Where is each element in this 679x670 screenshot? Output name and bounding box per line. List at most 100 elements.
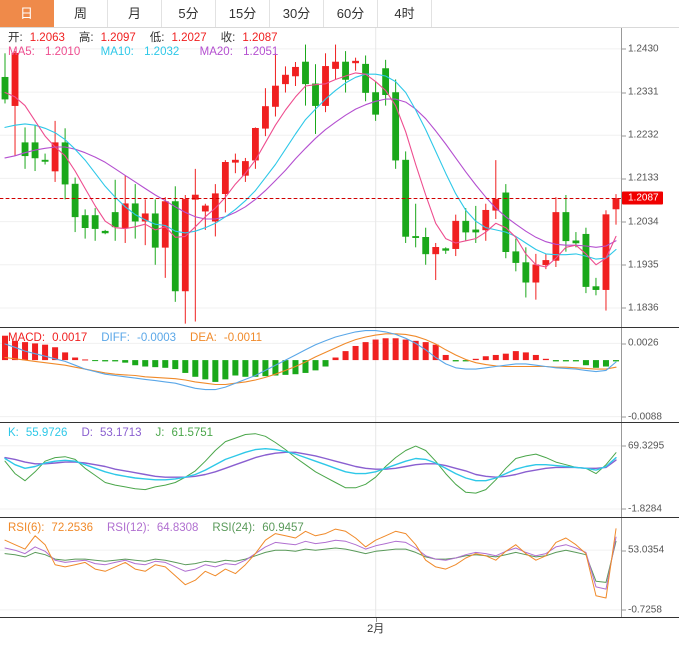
- timeframe-tabbar: 日周月 5分 15分 30分 60分 4时: [0, 0, 679, 28]
- macd-histogram-bar: [282, 360, 289, 375]
- tab-7[interactable]: 60分: [324, 0, 378, 27]
- macd-histogram-bar: [302, 360, 309, 373]
- time-axis-label: 2月: [367, 623, 385, 635]
- time-axis: 2月: [0, 618, 679, 640]
- macd-histogram-bar: [222, 360, 229, 380]
- macd-histogram-bar: [152, 360, 159, 368]
- candlestick: [171, 186, 179, 302]
- k-line: [4, 448, 617, 482]
- macd-histogram-bar: [572, 360, 579, 362]
- rsi-plot-area[interactable]: [0, 518, 621, 617]
- candlestick: [442, 247, 450, 254]
- candlestick: [21, 127, 29, 169]
- candlestick: [1, 53, 9, 104]
- macd-histogram-bar: [102, 360, 109, 362]
- macd-histogram-bar: [2, 335, 9, 361]
- macd-histogram-bar: [472, 358, 479, 361]
- price-axis: 1.2430 1.2331 1.2232 1.2133 1.2034 1.1935 1.18…: [621, 28, 679, 327]
- macd-histogram-bar: [552, 360, 559, 362]
- candlestick: [342, 51, 349, 93]
- macd-histogram-bar: [342, 351, 349, 361]
- candlestick: [512, 238, 520, 272]
- tab-2[interactable]: 周: [54, 0, 108, 27]
- macd-histogram-bar: [362, 342, 369, 361]
- macd-histogram-bar: [332, 357, 339, 361]
- tab-4[interactable]: 5分: [162, 0, 216, 27]
- macd-histogram-bar: [92, 360, 99, 362]
- rsi-axis-tick: -0.7258: [622, 604, 662, 615]
- macd-histogram-bar: [602, 360, 609, 367]
- macd-histogram-bar: [532, 354, 539, 361]
- macd-histogram-bar: [412, 340, 419, 361]
- price-plot-area[interactable]: [0, 28, 621, 327]
- candlestick: [262, 88, 269, 137]
- candlestick: [482, 203, 490, 241]
- price-axis-tick: 1.1836: [622, 302, 659, 313]
- candlestick: [532, 253, 540, 300]
- macd-histogram-bar: [592, 360, 599, 368]
- candlestick: [322, 53, 329, 113]
- price-axis-tick: 1.2034: [622, 216, 659, 227]
- macd-histogram-bar: [462, 360, 469, 362]
- candlestick: [51, 120, 59, 182]
- candlestick: [522, 247, 530, 298]
- current-price-tag: 1.2087: [622, 191, 663, 205]
- ma5-line: [4, 72, 617, 268]
- macd-axis-tick: -0.0088: [622, 411, 662, 422]
- candlestick: [562, 195, 570, 252]
- candlestick: [101, 229, 109, 235]
- macd-histogram-bar: [52, 347, 59, 361]
- tab-1[interactable]: 日: [0, 0, 54, 27]
- candlestick: [151, 199, 159, 265]
- candlestick: [111, 179, 119, 241]
- candlestick: [221, 160, 229, 213]
- candlestick: [422, 227, 430, 265]
- macd-histogram-bar: [522, 352, 529, 361]
- macd-plot-area[interactable]: [0, 328, 621, 422]
- macd-histogram-bar: [72, 357, 79, 361]
- candlestick: [81, 209, 89, 239]
- kdj-panel: K: 55.9726 D: 53.1713 J: 61.5751 69.3295 -1.82…: [0, 423, 679, 518]
- macd-histogram-bar: [322, 360, 329, 367]
- macd-axis-tick: 0.0026: [622, 338, 659, 349]
- macd-histogram-bar: [312, 360, 319, 371]
- macd-histogram-bar: [42, 344, 49, 361]
- j-line: [4, 433, 617, 494]
- macd-histogram-bar: [162, 360, 169, 368]
- kdj-axis: 69.3295 -1.8284: [621, 423, 679, 517]
- candlestick: [472, 205, 480, 243]
- candlestick: [552, 197, 560, 267]
- ma20-line: [4, 98, 617, 248]
- kdj-axis-tick: 69.3295: [622, 440, 664, 451]
- macd-histogram-bar: [122, 360, 129, 363]
- macd-histogram-bar: [402, 339, 409, 361]
- kdj-plot-area[interactable]: [0, 423, 621, 517]
- candlestick: [432, 242, 440, 281]
- macd-histogram-bar: [442, 354, 449, 361]
- candlestick: [302, 44, 309, 106]
- candlestick: [131, 184, 139, 239]
- candlestick: [41, 153, 49, 165]
- macd-histogram-bar: [612, 360, 619, 362]
- candlestick: [382, 59, 390, 106]
- macd-histogram-bar: [292, 360, 299, 375]
- macd-histogram-bar: [502, 353, 509, 361]
- rsi-panel: RSI(6): 72.2536 RSI(12): 64.8308 RSI(24): 60.…: [0, 518, 679, 618]
- tab-6[interactable]: 30分: [270, 0, 324, 27]
- macd-histogram-bar: [182, 360, 189, 373]
- macd-histogram-bar: [62, 352, 69, 361]
- candlestick: [91, 208, 99, 241]
- rsi-axis: 53.0354 -0.7258: [621, 518, 679, 617]
- macd-histogram-bar: [32, 343, 39, 361]
- macd-histogram-bar: [232, 360, 239, 376]
- macd-panel: MACD: 0.0017 DIFF: -0.0003 DEA: -0.0011 0.002…: [0, 328, 679, 423]
- candlestick: [402, 151, 410, 243]
- tab-5[interactable]: 15分: [216, 0, 270, 27]
- rsi-axis-tick: 53.0354: [622, 545, 664, 556]
- macd-histogram-bar: [142, 360, 149, 367]
- tab-8[interactable]: 4时: [378, 0, 432, 27]
- rsi24-line: [4, 540, 617, 583]
- tab-3[interactable]: 月: [108, 0, 162, 27]
- candlestick: [582, 227, 590, 294]
- candlestick: [31, 125, 39, 172]
